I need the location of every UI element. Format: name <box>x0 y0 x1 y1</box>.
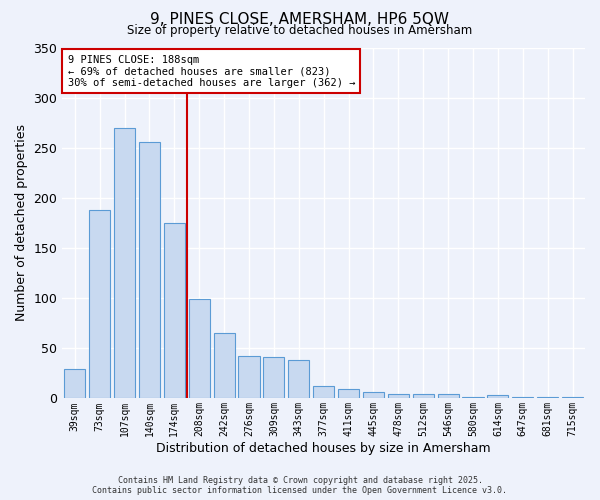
Bar <box>238 356 260 399</box>
Bar <box>437 394 458 398</box>
Bar <box>263 358 284 399</box>
Bar <box>139 142 160 398</box>
Text: Contains HM Land Registry data © Crown copyright and database right 2025.
Contai: Contains HM Land Registry data © Crown c… <box>92 476 508 495</box>
X-axis label: Distribution of detached houses by size in Amersham: Distribution of detached houses by size … <box>157 442 491 455</box>
Text: 9 PINES CLOSE: 188sqm
← 69% of detached houses are smaller (823)
30% of semi-det: 9 PINES CLOSE: 188sqm ← 69% of detached … <box>68 54 355 88</box>
Bar <box>363 392 384 398</box>
Bar <box>487 396 508 398</box>
Bar <box>188 299 210 398</box>
Bar <box>89 210 110 398</box>
Bar <box>413 394 434 398</box>
Bar <box>388 394 409 398</box>
Bar <box>338 390 359 398</box>
Bar <box>64 370 85 398</box>
Bar <box>214 333 235 398</box>
Bar <box>313 386 334 398</box>
Y-axis label: Number of detached properties: Number of detached properties <box>15 124 28 322</box>
Bar <box>288 360 310 399</box>
Bar <box>164 223 185 398</box>
Text: Size of property relative to detached houses in Amersham: Size of property relative to detached ho… <box>127 24 473 37</box>
Text: 9, PINES CLOSE, AMERSHAM, HP6 5QW: 9, PINES CLOSE, AMERSHAM, HP6 5QW <box>151 12 449 28</box>
Bar <box>114 128 135 398</box>
